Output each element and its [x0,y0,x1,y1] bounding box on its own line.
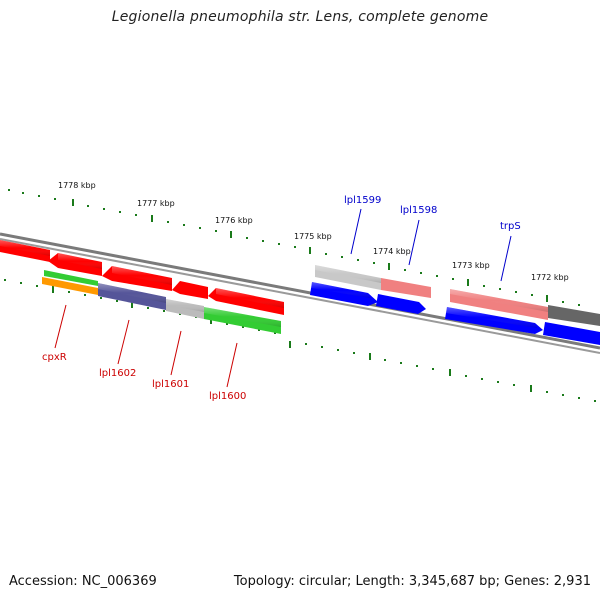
map-title: Legionella pneumophila str. Lens, comple… [111,9,489,25]
gene-arrow[interactable] [172,281,208,299]
accession-text: Accession: NC_006369 [9,574,157,589]
leader-trpS [500,235,512,282]
gene-cpxR[interactable] [42,277,98,295]
gene-lpl1598[interactable] [381,278,431,298]
kbp-label-1773: 1773 kbp [452,261,490,270]
leader-lpl1601 [170,330,182,376]
backbone [0,232,600,354]
backbone-line-inner [0,238,600,354]
gene-label-lpl1602: lpl1602 [99,368,136,379]
leader-lpl1600 [226,342,238,388]
leader-cpxR [54,304,67,349]
gene-label-lpl1599: lpl1599 [344,195,381,206]
gene-arrow-gray[interactable] [548,305,600,326]
forward-strand-genes [0,240,284,334]
leader-lpl1602 [117,319,130,365]
kbp-label-1777: 1777 kbp [137,199,175,208]
genome-summary-text: Topology: circular; Length: 3,345,687 bp… [233,574,591,589]
gene-label-cpxR: cpxR [42,352,67,363]
kbp-label-1778: 1778 kbp [58,181,96,190]
kbp-label-1774: 1774 kbp [373,247,411,256]
kbp-label-1772: 1772 kbp [531,273,569,282]
kbp-label-1775: 1775 kbp [294,232,332,241]
backbone-line-outer [0,232,600,350]
gene-label-trpS: trpS [500,221,521,232]
gene-arrow-blue[interactable] [376,294,426,314]
kbp-label-1776: 1776 kbp [215,216,253,225]
leader-lpl1598 [408,219,420,266]
ruler-ticks-bottom [4,279,596,402]
gene-label-lpl1598: lpl1598 [400,205,437,216]
ruler-ticks-top [8,189,580,306]
gene-cpxR-green[interactable] [44,270,98,286]
reverse-strand-genes [310,265,600,345]
leader-lpl1599 [350,208,362,255]
gene-label-lpl1601: lpl1601 [152,379,189,390]
gene-label-lpl1600: lpl1600 [209,391,246,402]
gene-arrow-blue[interactable] [543,322,600,345]
